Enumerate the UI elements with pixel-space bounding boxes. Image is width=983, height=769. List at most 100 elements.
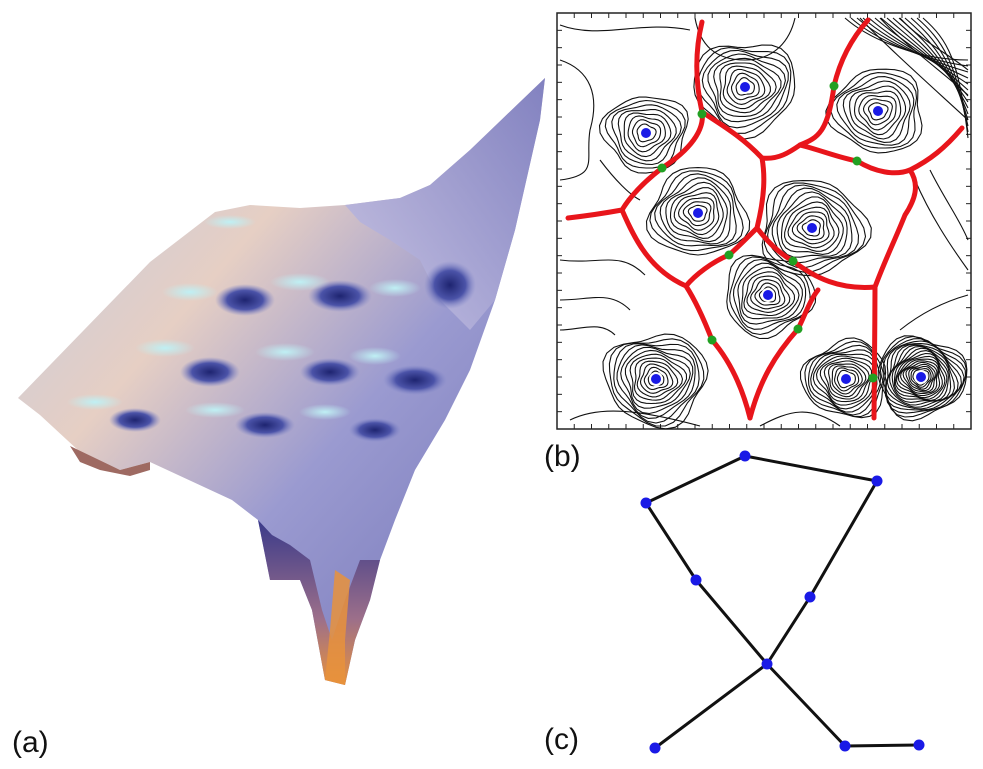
contour-ring: [849, 85, 907, 140]
basin-boundary: [754, 225, 878, 421]
contour-ring: [616, 344, 696, 419]
contour-ring: [771, 187, 853, 264]
contour-ring: [815, 355, 875, 406]
contour-ring: [900, 360, 939, 394]
contour-ring: [643, 366, 669, 391]
contour-ring: [831, 365, 863, 395]
surface-underside-center: [258, 520, 380, 685]
contour-ring: [631, 119, 662, 148]
graph-edge: [653, 662, 769, 750]
contour-ring: [810, 349, 878, 413]
contour-ring: [654, 173, 737, 247]
contour-ring: [677, 197, 715, 231]
contour-ring: [693, 44, 796, 140]
contour-ring: [776, 191, 848, 258]
contour-line: [569, 410, 701, 427]
panel-a-label: (a): [12, 726, 49, 759]
contour-ring: [611, 104, 682, 166]
panel-b-label: (b): [544, 440, 581, 473]
contour-ring: [828, 363, 867, 398]
graph-node: [804, 591, 816, 603]
contour-ring: [902, 361, 938, 393]
contour-ring: [673, 192, 720, 236]
basin-boundary: [747, 287, 821, 421]
contour-line: [914, 179, 969, 271]
graph-edge: [644, 501, 698, 582]
contour-ring: [780, 196, 844, 255]
surface-underside-left: [70, 446, 150, 476]
contour-ring: [877, 335, 968, 422]
contour-ring: [799, 337, 887, 419]
contour-ring: [633, 357, 684, 401]
contour-ring: [598, 96, 689, 174]
contour-ring: [767, 184, 860, 269]
contour-ring: [719, 62, 777, 114]
minimum-points: [639, 80, 928, 386]
minimum-point: [763, 290, 773, 300]
contour-ring: [665, 181, 728, 243]
contour-ring: [743, 271, 796, 317]
contour-ring: [741, 266, 800, 320]
basin-boundary: [683, 155, 767, 289]
contour-line: [559, 297, 631, 311]
contour-line: [599, 159, 641, 201]
contour-ring: [807, 344, 882, 416]
contour-ring: [645, 167, 751, 256]
minimum-point: [916, 372, 926, 382]
contour-ring: [707, 53, 786, 123]
contour-ring: [754, 282, 781, 306]
contour-ring: [750, 279, 786, 310]
panel-a-surface: [18, 78, 545, 685]
contour-line: [559, 59, 595, 181]
basin-boundary: [565, 19, 705, 221]
contour-ring: [862, 98, 893, 126]
contour-line: [559, 24, 691, 32]
contour-ring: [823, 360, 870, 400]
graph-edge: [765, 595, 812, 666]
saddle-point: [707, 335, 717, 345]
contour-ring: [624, 349, 691, 409]
basin-boundary: [872, 167, 918, 290]
contour-ring: [613, 343, 700, 424]
contour-ring: [629, 353, 688, 405]
graph-node: [690, 574, 702, 586]
saddle-points: [657, 81, 878, 383]
contour-ring: [620, 346, 694, 415]
contour-line: [899, 294, 969, 331]
contour-line: [694, 17, 796, 61]
graph-node: [761, 658, 773, 670]
saddle-point: [788, 256, 798, 266]
contour-ring: [791, 211, 830, 245]
contour-line: [868, 17, 969, 85]
contour-ring: [819, 357, 873, 403]
contour-ring: [842, 80, 911, 143]
contour-ring: [636, 123, 657, 143]
contour-line: [929, 169, 969, 241]
graph-node: [913, 739, 925, 751]
contour-ring: [897, 358, 941, 397]
contour-ring: [804, 340, 884, 418]
saddle-point: [724, 250, 734, 260]
contour-ring: [858, 94, 897, 131]
graph-node: [649, 742, 661, 754]
contour-ring: [825, 68, 923, 154]
contour-line: [850, 17, 969, 67]
panel-c-label: (c): [544, 723, 579, 756]
basin-boundary: [619, 207, 753, 421]
graph-edge: [843, 743, 921, 748]
graph-edge: [644, 454, 747, 505]
graph-edge: [694, 578, 769, 666]
contour-ring: [787, 206, 835, 249]
contour-ring: [867, 102, 889, 121]
contour-ring: [758, 286, 777, 303]
contour-ring: [729, 256, 811, 336]
minimum-point: [873, 106, 883, 116]
surface-cliff-edge: [325, 570, 350, 685]
contour-ring: [737, 262, 803, 325]
contour-ring: [908, 365, 934, 390]
panel-c-graph: [640, 450, 925, 754]
minimum-point: [641, 128, 651, 138]
contour-ring: [746, 275, 791, 313]
contour-line: [922, 17, 969, 139]
